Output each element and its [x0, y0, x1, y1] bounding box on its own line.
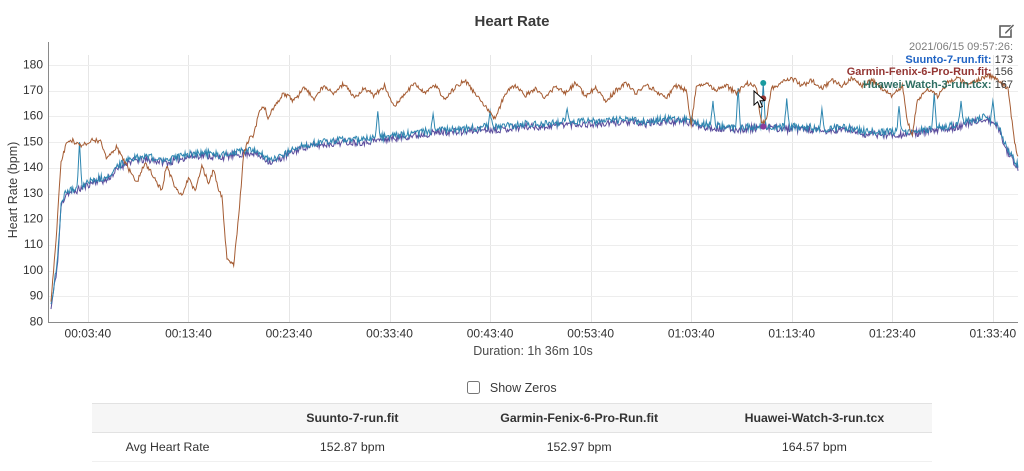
tooltip-series-values: Suunto-7-run.fit: 173 Garmin-Fenix-6-Pro-… [847, 54, 1013, 92]
row-value: 152.97 bpm [461, 432, 697, 462]
row-value: 152.87 bpm [243, 432, 462, 462]
y-axis-title: Heart Rate (bpm) [6, 141, 20, 239]
tooltip-series-line: Garmin-Fenix-6-Pro-Run.fit: 156 [846, 66, 1013, 78]
stats-table: Suunto-7-run.fit Garmin-Fenix-6-Pro-Run.f… [92, 403, 932, 462]
table-row: Avg Heart Rate 152.87 bpm 152.97 bpm 164.57… [92, 432, 932, 462]
heart-rate-chart[interactable]: Heart Rate (bpm) 2021/06/15 09:57:26: Su… [0, 0, 1024, 358]
duration-label: Duration: 1h 36m 10s [473, 344, 593, 358]
tooltip-series-line: Suunto-7-run.fit: 173 [905, 53, 1013, 66]
table-column-header [92, 403, 244, 433]
show-zeros-checkbox[interactable] [467, 381, 481, 394]
show-zeros-control: Show Zeros [0, 381, 1024, 395]
table-column-header: Garmin-Fenix-6-Pro-Run.fit [461, 403, 697, 433]
tooltip-series-line: Huawei-Watch-3-run.tcx: 167 [863, 78, 1013, 91]
row-value: 164.57 bpm [696, 432, 932, 462]
row-label: Avg Heart Rate [92, 432, 244, 462]
stats-table-header: Suunto-7-run.fit Garmin-Fenix-6-Pro-Run.f… [92, 403, 932, 433]
tooltip-timestamp: 2021/06/15 09:57:26: [909, 41, 1013, 53]
table-header-row: Suunto-7-run.fit Garmin-Fenix-6-Pro-Run.f… [92, 403, 932, 433]
stats-table-body: Avg Heart Rate 152.87 bpm 152.97 bpm 164.57… [92, 432, 932, 462]
table-column-header: Suunto-7-run.fit [243, 403, 462, 433]
mouse-pointer-icon [753, 90, 766, 109]
show-zeros-label-wrap[interactable]: Show Zeros [467, 381, 557, 395]
hover-tooltip-legend: 2021/06/15 09:57:26: Suunto-7-run.fit: 1… [847, 41, 1013, 91]
chart-canvas[interactable] [0, 0, 1024, 342]
table-column-header: Huawei-Watch-3-run.tcx [696, 403, 932, 433]
show-zeros-label: Show Zeros [489, 381, 557, 395]
